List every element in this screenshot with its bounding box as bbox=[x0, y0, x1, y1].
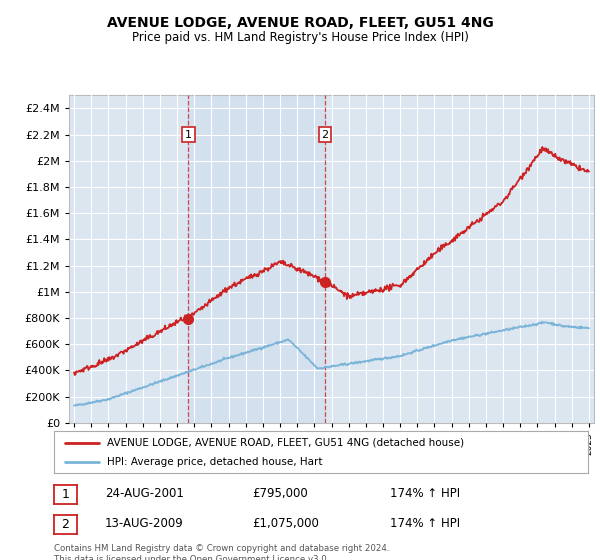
Text: HPI: Average price, detached house, Hart: HPI: Average price, detached house, Hart bbox=[107, 457, 323, 467]
Text: 2: 2 bbox=[61, 517, 70, 531]
Text: 174% ↑ HPI: 174% ↑ HPI bbox=[390, 517, 460, 530]
Text: AVENUE LODGE, AVENUE ROAD, FLEET, GU51 4NG (detached house): AVENUE LODGE, AVENUE ROAD, FLEET, GU51 4… bbox=[107, 437, 464, 447]
Text: AVENUE LODGE, AVENUE ROAD, FLEET, GU51 4NG: AVENUE LODGE, AVENUE ROAD, FLEET, GU51 4… bbox=[107, 16, 493, 30]
Text: 174% ↑ HPI: 174% ↑ HPI bbox=[390, 487, 460, 501]
Text: £795,000: £795,000 bbox=[252, 487, 308, 501]
Text: 13-AUG-2009: 13-AUG-2009 bbox=[105, 517, 184, 530]
Text: 1: 1 bbox=[185, 129, 192, 139]
Text: 1: 1 bbox=[61, 488, 70, 501]
Text: Price paid vs. HM Land Registry's House Price Index (HPI): Price paid vs. HM Land Registry's House … bbox=[131, 31, 469, 44]
Bar bbox=[188, 95, 325, 423]
Text: Contains HM Land Registry data © Crown copyright and database right 2024.
This d: Contains HM Land Registry data © Crown c… bbox=[54, 544, 389, 560]
Text: £1,075,000: £1,075,000 bbox=[252, 517, 319, 530]
Text: 2: 2 bbox=[322, 129, 329, 139]
Text: 24-AUG-2001: 24-AUG-2001 bbox=[105, 487, 184, 501]
